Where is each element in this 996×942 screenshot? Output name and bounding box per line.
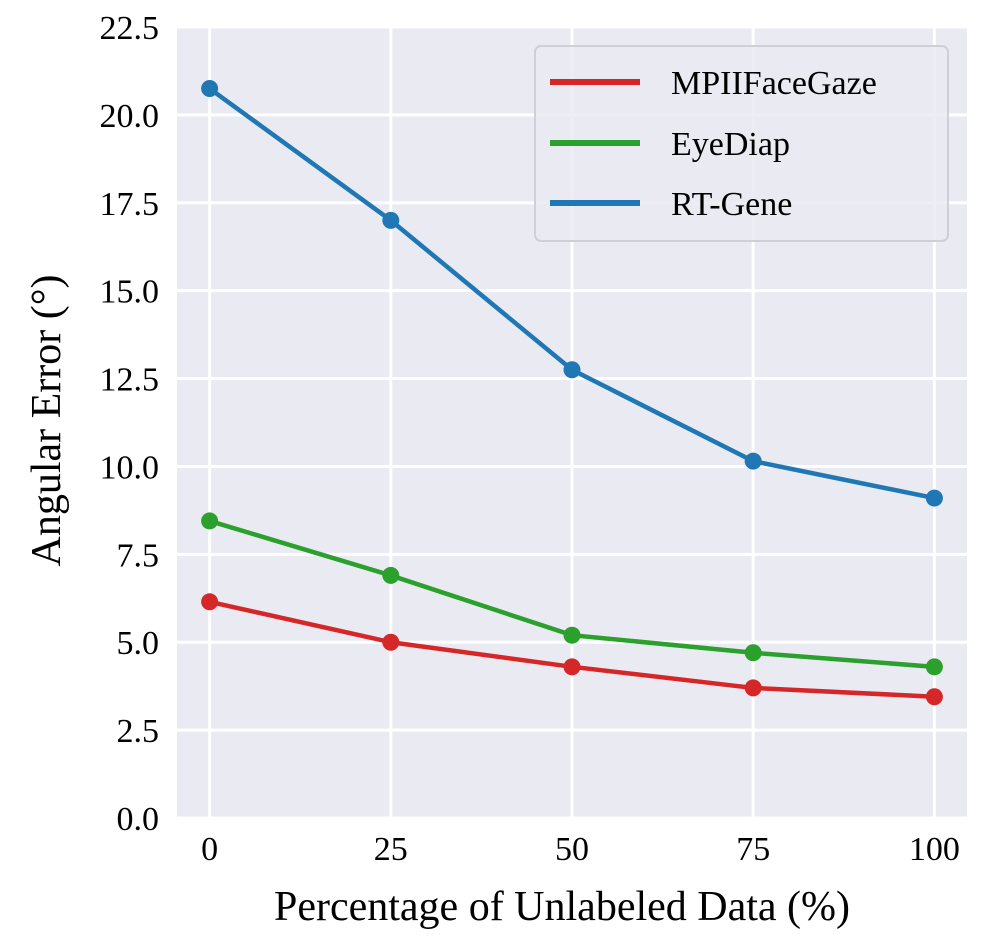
y-tick-label: 0.0 <box>117 801 160 838</box>
x-tick-label: 75 <box>736 831 770 868</box>
series-rt-gene <box>201 80 943 507</box>
x-tick-label: 100 <box>909 831 960 868</box>
data-point <box>201 512 219 530</box>
y-tick-label: 10.0 <box>100 449 160 486</box>
data-point <box>563 361 581 379</box>
series-lines <box>201 80 943 706</box>
y-tick-label: 7.5 <box>117 537 160 574</box>
y-tick-label: 12.5 <box>100 362 160 399</box>
data-point <box>201 593 219 611</box>
grid-lines <box>177 25 967 820</box>
x-axis-title: Percentage of Unlabeled Data (%) <box>274 884 850 930</box>
y-tick-label: 20.0 <box>100 98 160 135</box>
x-tick-label: 0 <box>201 831 218 868</box>
data-point <box>382 211 400 229</box>
data-point <box>744 452 762 470</box>
y-tick-label: 22.5 <box>100 10 160 47</box>
y-tick-label: 2.5 <box>117 713 160 750</box>
series-eyediap <box>201 512 943 676</box>
data-point <box>201 80 219 98</box>
data-point <box>744 679 762 697</box>
axis-ticks: 0.0 2.5 5.0 7.5 10.0 12.5 15.0 17.5 20.0 22.5 0 25 5… <box>100 10 960 868</box>
legend-label: RT-Gene <box>671 186 792 223</box>
data-point <box>382 633 400 651</box>
y-tick-label: 5.0 <box>117 625 160 662</box>
data-point <box>563 658 581 676</box>
data-point <box>744 644 762 662</box>
legend: MPIIFaceGaze EyeDiap RT-Gene <box>534 45 949 242</box>
x-tick-label: 50 <box>555 831 589 868</box>
data-point <box>563 626 581 644</box>
legend-label: MPIIFaceGaze <box>671 65 877 102</box>
x-tick-label: 25 <box>374 831 408 868</box>
legend-label: EyeDiap <box>671 126 790 163</box>
data-point <box>925 688 943 706</box>
data-point <box>925 658 943 676</box>
data-point <box>382 566 400 584</box>
y-tick-label: 15.0 <box>100 274 160 311</box>
series-mpiifacegaze <box>201 593 943 706</box>
y-axis-title: Angular Error (°) <box>24 274 70 566</box>
legend-box <box>534 45 949 242</box>
y-tick-label: 17.5 <box>100 186 160 223</box>
data-point <box>925 489 943 507</box>
